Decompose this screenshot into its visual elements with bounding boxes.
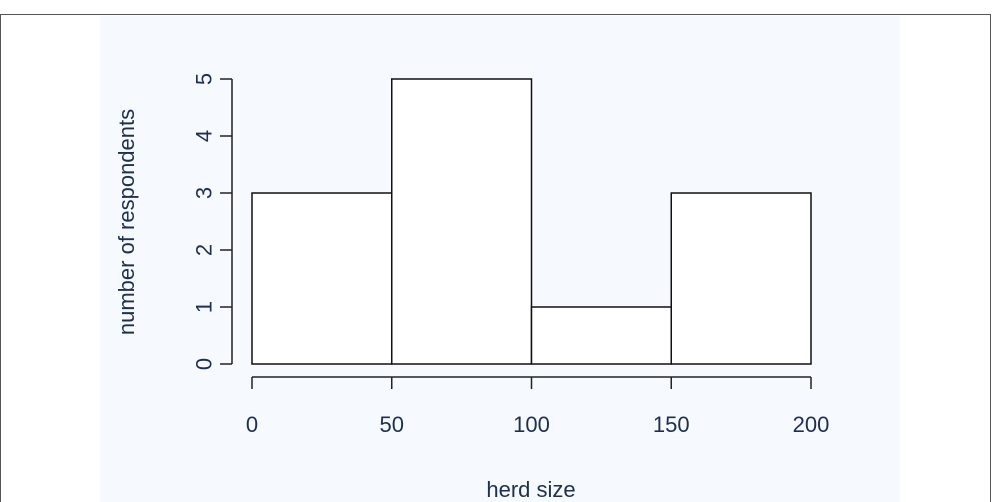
y-tick-label-5: 5 (192, 73, 217, 85)
x-axis: 0 50 100 150 200 (246, 376, 830, 437)
x-tick-label-2: 100 (513, 412, 550, 437)
x-tick-label-3: 150 (653, 412, 690, 437)
y-tick-label-0: 0 (192, 358, 217, 370)
x-tick-label-4: 200 (793, 412, 830, 437)
x-tick-label-1: 50 (380, 412, 404, 437)
y-axis: 0 1 2 3 4 5 (192, 73, 233, 370)
bars-group (251, 78, 812, 365)
histogram-bar-3 (530, 306, 672, 365)
y-tick-label-3: 3 (192, 187, 217, 199)
histogram-bar-2 (391, 78, 533, 365)
x-tick-label-0: 0 (246, 412, 258, 437)
y-tick-label-1: 1 (192, 301, 217, 313)
histogram-bar-1 (251, 192, 393, 365)
x-axis-title: herd size (486, 477, 575, 502)
y-tick-label-4: 4 (192, 130, 217, 142)
histogram-bar-4 (670, 192, 812, 365)
y-tick-label-2: 2 (192, 244, 217, 256)
y-axis-title: number of respondents (114, 109, 139, 335)
